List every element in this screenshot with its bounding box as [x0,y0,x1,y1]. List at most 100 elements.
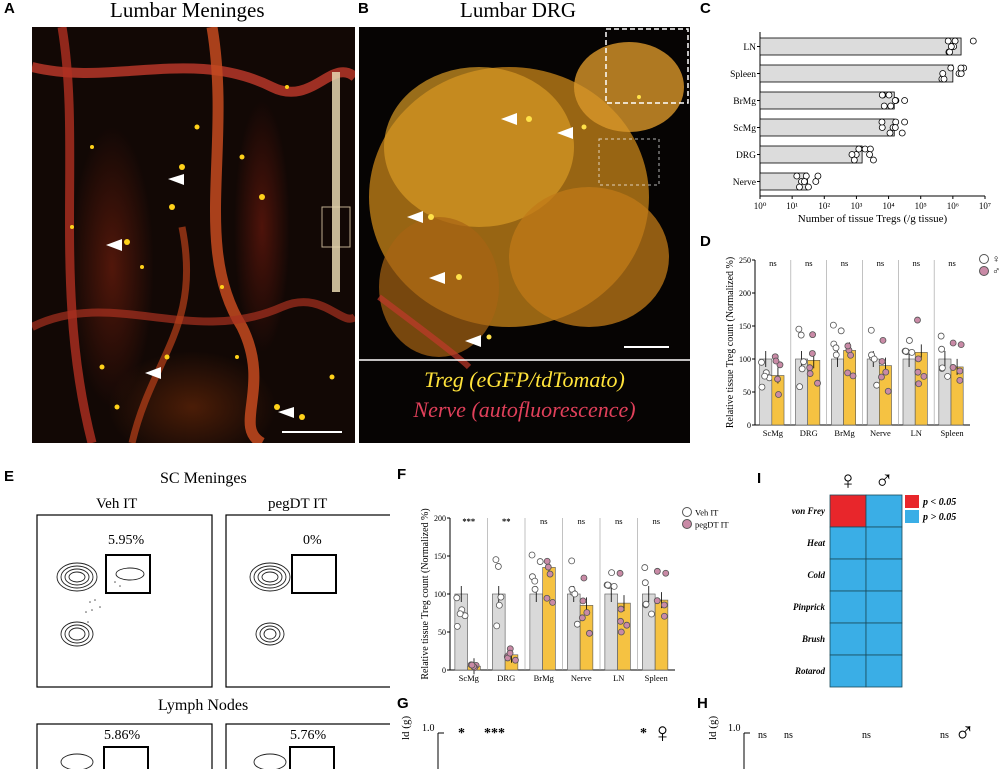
category-label: LN [743,43,756,53]
data-point [886,129,894,137]
tick-label: 10³ [851,201,863,211]
panel-f-letter: F [397,466,407,483]
legend-nerve: Nerve (autofluorescence) [413,397,636,422]
data-point [580,574,588,582]
male-symbol-icon: ♂ [874,466,894,495]
h-ytick: 1.0 [728,723,741,734]
g-sig-3: * [640,726,647,741]
data-point [914,316,921,324]
tick-label: 50 [743,388,751,397]
category-label: Nerve [870,428,891,438]
heatmap-cell [865,590,903,624]
data-point [957,70,965,77]
data-point [800,358,808,366]
arrowhead-icon [557,127,573,139]
data-point [850,156,858,164]
panel-g-letter: G [397,695,409,712]
tick-label: 10⁵ [915,201,927,211]
category-label: LN [911,428,922,438]
row-label: Heat [806,538,825,548]
data-point [583,609,591,616]
data-point [939,70,947,77]
arrowhead-icon [407,211,423,223]
data-point [546,570,554,578]
tick-label: 150 [434,552,446,561]
heatmap-cell [829,622,867,656]
data-point [940,75,948,83]
data-point [914,368,922,376]
category-label: Nerve [733,178,756,188]
data-point [809,331,817,339]
data-point [870,355,878,363]
heatmap-cell [865,622,903,656]
significance-label: *** [462,516,475,526]
data-point [774,375,781,383]
significance-label: ns [841,258,849,268]
data-point [878,373,885,381]
data-point [662,569,670,577]
data-point [947,43,955,50]
arrowhead-icon [278,407,294,418]
heatmap-cell [865,558,903,592]
x-axis-label: Number of tissue Tregs (/g tissue) [798,213,948,225]
drg-micrograph: Treg (eGFP/tdTomato) Nerve (autofluoresc… [359,27,690,443]
data-point [906,337,913,344]
panel-c-letter: C [700,0,711,17]
data-point [586,629,593,637]
significance-label: ns [912,258,920,268]
data-point [758,358,765,366]
legend-marker [682,507,692,517]
meninges-micrograph [32,27,355,443]
legend-marker [682,519,692,529]
tick-label: 150 [739,322,751,331]
data-point [947,64,955,72]
heatmap-cell [865,526,903,560]
data-point [884,387,892,395]
data-point [870,156,877,164]
data-point [531,585,539,593]
tick-label: 200 [739,289,751,298]
data-point [957,64,965,72]
bar [950,366,964,426]
data-point [648,610,655,618]
tick-label: 100 [739,355,751,364]
heatmap-cell [829,526,867,560]
data-point [878,118,886,126]
data-point [892,118,900,126]
data-point [653,567,661,575]
gate-label-3: 5.86% [104,728,141,743]
data-point [660,601,668,609]
row-label: Brush [801,634,825,644]
tick-label: 10⁷ [979,201,991,211]
data-point [758,383,766,391]
data-point [468,661,476,669]
row-label: von Frey [792,506,826,516]
data-point [901,118,909,126]
data-point [617,617,624,625]
bar [759,358,773,426]
category-label: ScMg [459,673,480,683]
arrowhead-icon [168,174,184,185]
data-point [882,368,890,376]
data-point [969,37,977,45]
data-point [878,358,886,365]
g-ytick: 1.0 [422,723,435,734]
data-point [844,369,852,377]
tick-label: 0 [442,666,446,675]
bar [866,358,880,426]
category-label: DRG [736,151,756,161]
data-point [573,620,581,628]
bar [654,599,669,671]
data-point [956,376,964,384]
data-point [800,178,808,185]
arrowhead-icon [429,272,445,284]
category-label: Nerve [571,673,592,683]
data-point [795,325,803,333]
gate-box [291,554,337,594]
panel-e-letter: E [4,468,15,485]
data-point [957,341,965,349]
contour-plot [56,562,145,647]
legend-label: Veh IT [695,508,719,518]
data-point [796,383,804,391]
heatmap-cell [829,590,867,624]
